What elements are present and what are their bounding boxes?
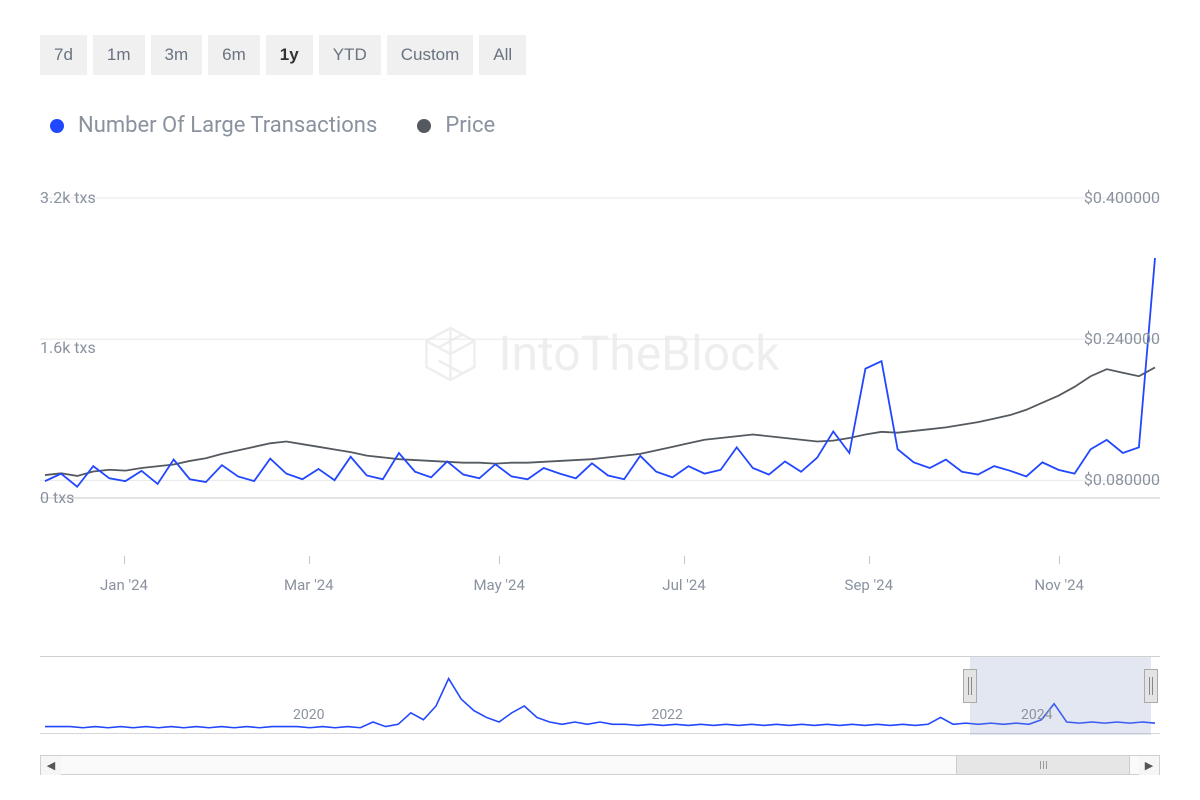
legend-item-price[interactable]: Price: [417, 113, 495, 138]
scroll-track[interactable]: [61, 756, 1139, 774]
time-range-buttons: 7d1m3m6m1yYTDCustomAll: [40, 35, 1160, 75]
x-tick-label: Jan '24: [100, 576, 148, 594]
range-selection[interactable]: [970, 657, 1151, 735]
legend-item-txs[interactable]: Number Of Large Transactions: [50, 113, 377, 138]
y-right-tick: $0.080000: [1084, 470, 1160, 489]
time-btn-6m[interactable]: 6m: [208, 35, 260, 75]
y-left-tick: 0 txs: [40, 488, 74, 507]
range-handle-right[interactable]: [1144, 669, 1158, 703]
x-tick-label: Nov '24: [1034, 576, 1084, 594]
x-tick-label: May '24: [473, 576, 524, 594]
chart-legend: Number Of Large Transactions Price: [40, 113, 1160, 138]
x-axis-labels: Jan '24 Mar '24 May '24 Jul '24 Sep '24 Nov '…: [40, 576, 1160, 606]
time-btn-1y[interactable]: 1y: [266, 35, 313, 75]
x-tick-label: Jul '24: [662, 576, 705, 594]
legend-label-price: Price: [445, 113, 495, 138]
mini-x-label: 2020: [293, 707, 324, 723]
scroll-bar[interactable]: ◀ ▶: [40, 755, 1160, 775]
time-btn-ytd[interactable]: YTD: [319, 35, 381, 75]
range-handle-left[interactable]: [963, 669, 977, 703]
time-btn-3m[interactable]: 3m: [151, 35, 203, 75]
scroll-right-button[interactable]: ▶: [1139, 755, 1159, 775]
time-btn-custom[interactable]: Custom: [387, 35, 474, 75]
legend-dot-txs: [50, 119, 64, 133]
y-left-tick: 3.2k txs: [40, 188, 96, 207]
legend-label-txs: Number Of Large Transactions: [78, 113, 377, 138]
x-tick-label: Sep '24: [845, 576, 894, 594]
range-navigator[interactable]: 2020 2022 2024: [40, 656, 1160, 756]
chart-svg: [40, 188, 1160, 548]
legend-dot-price: [417, 119, 431, 133]
mini-x-label: 2022: [651, 707, 682, 723]
scroll-thumb[interactable]: [956, 756, 1131, 774]
mini-x-label: 2024: [1021, 707, 1052, 723]
time-btn-all[interactable]: All: [479, 35, 526, 75]
x-tick-label: Mar '24: [284, 576, 334, 594]
y-right-tick: $0.400000: [1084, 188, 1160, 207]
time-btn-1m[interactable]: 1m: [93, 35, 145, 75]
scroll-left-button[interactable]: ◀: [41, 755, 61, 775]
time-btn-7d[interactable]: 7d: [40, 35, 87, 75]
main-chart[interactable]: IntoTheBlock 3.2k txs1.6k txs0 txs $0.40…: [40, 188, 1160, 548]
y-right-tick: $0.240000: [1084, 329, 1160, 348]
y-left-tick: 1.6k txs: [40, 338, 96, 357]
